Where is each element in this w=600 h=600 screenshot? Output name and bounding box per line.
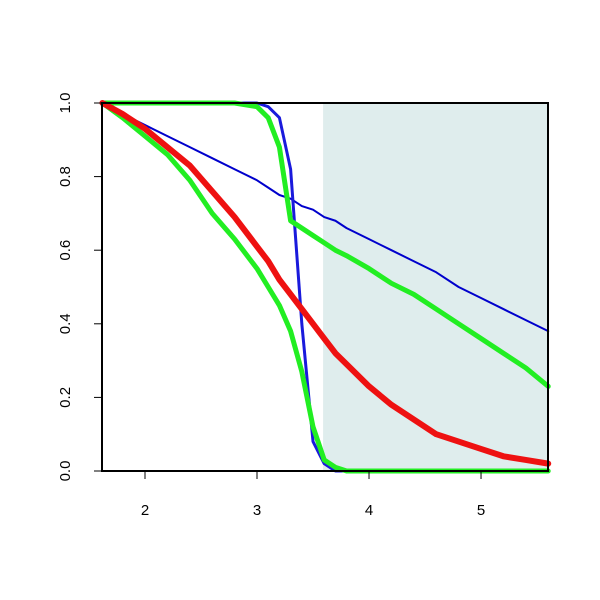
x-tick-label: 4 (365, 502, 373, 519)
y-tick-label: 0.6 (57, 240, 74, 261)
shade-layer (323, 103, 549, 471)
y-tick-label: 0.4 (57, 313, 74, 334)
x-tick-label: 3 (253, 502, 261, 519)
y-tick-label: 0.0 (57, 461, 74, 482)
y-tick-label: 0.8 (57, 166, 74, 187)
plot-frame (101, 102, 549, 472)
series-line (99, 100, 552, 467)
x-tick-label: 5 (477, 502, 485, 519)
shaded-region (323, 103, 549, 471)
y-tick-label: 1.0 (57, 93, 74, 114)
y-tick-label: 0.2 (57, 387, 74, 408)
axes-layer: 2 3 4 5 0.0 0.2 0.4 0.6 0.8 1.0 (57, 93, 485, 519)
x-tick-label: 2 (141, 502, 149, 519)
series-line (101, 102, 550, 333)
